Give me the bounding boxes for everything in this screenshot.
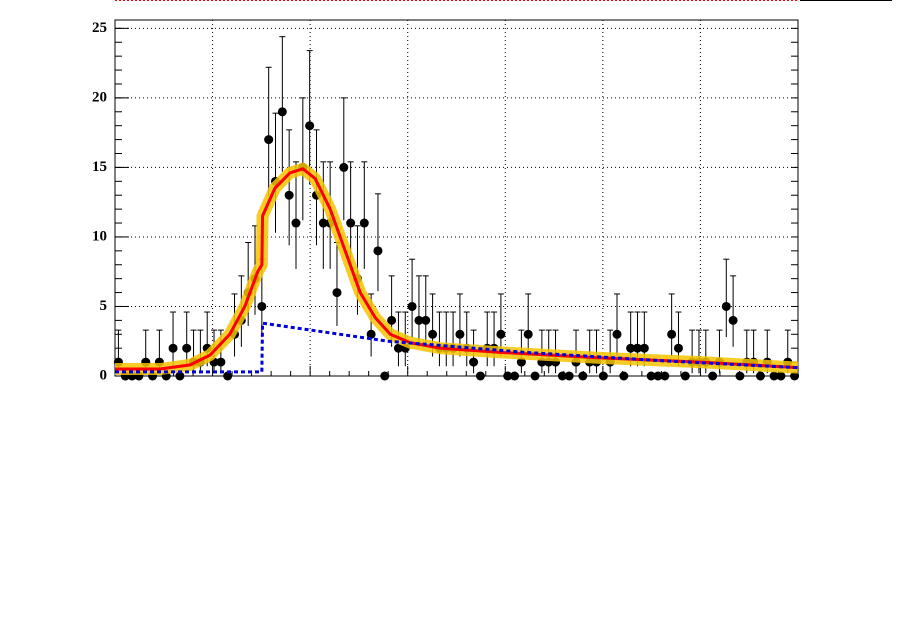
data-point — [639, 343, 649, 353]
data-point — [407, 301, 417, 311]
data-point — [530, 371, 540, 381]
y-tick-label: 0 — [100, 367, 108, 383]
data-point — [680, 371, 690, 381]
data-point — [776, 371, 786, 381]
data-point — [421, 315, 431, 325]
data-point — [373, 246, 383, 256]
frame — [114, 19, 799, 377]
data-point — [393, 343, 403, 353]
data-point — [359, 218, 369, 228]
data-point — [598, 371, 608, 381]
data-point — [735, 371, 745, 381]
y-tick-label: 15 — [92, 159, 107, 175]
data-point — [653, 371, 663, 381]
y-tick-label: 20 — [92, 89, 107, 105]
data-point — [667, 329, 677, 339]
data-point — [339, 162, 349, 172]
data-point — [612, 329, 622, 339]
background-line — [115, 321, 799, 374]
y-tick-label: 25 — [92, 20, 107, 36]
fit-band — [115, 162, 799, 376]
data-point — [496, 329, 506, 339]
data-point — [305, 121, 315, 131]
data-point — [503, 371, 513, 381]
data-point — [557, 371, 567, 381]
data-point — [578, 371, 588, 381]
data-point — [523, 329, 533, 339]
data-point — [632, 343, 642, 353]
data-point — [673, 343, 683, 353]
fit-line — [115, 167, 799, 371]
data-point — [380, 371, 390, 381]
data-point — [223, 371, 233, 381]
data-point — [387, 315, 397, 325]
data-point — [646, 371, 656, 381]
data-point — [414, 315, 424, 325]
data-point — [175, 371, 185, 381]
data-point — [769, 371, 779, 381]
data-point — [428, 329, 438, 339]
data-point — [346, 218, 356, 228]
data-point — [291, 218, 301, 228]
data-point — [277, 107, 287, 117]
data-point — [216, 357, 226, 367]
data-point — [790, 371, 800, 381]
data-point — [168, 343, 178, 353]
data-point — [728, 315, 738, 325]
data-point — [619, 371, 629, 381]
y-tick-label: 5 — [100, 298, 108, 314]
data-point — [564, 371, 574, 381]
data-point — [455, 329, 465, 339]
data-point — [626, 343, 636, 353]
data-point — [284, 190, 294, 200]
data-point — [469, 357, 479, 367]
data-point — [318, 218, 328, 228]
data-point — [366, 329, 376, 339]
data-point — [721, 301, 731, 311]
data-point — [257, 301, 267, 311]
y-tick-label: 10 — [92, 228, 107, 244]
data-point — [510, 371, 520, 381]
data-point — [516, 357, 526, 367]
data-point — [182, 343, 192, 353]
data-point — [475, 371, 485, 381]
data-point — [755, 371, 765, 381]
data-point — [708, 371, 718, 381]
data-point — [660, 371, 670, 381]
data-point — [264, 135, 274, 145]
data-point — [332, 288, 342, 298]
